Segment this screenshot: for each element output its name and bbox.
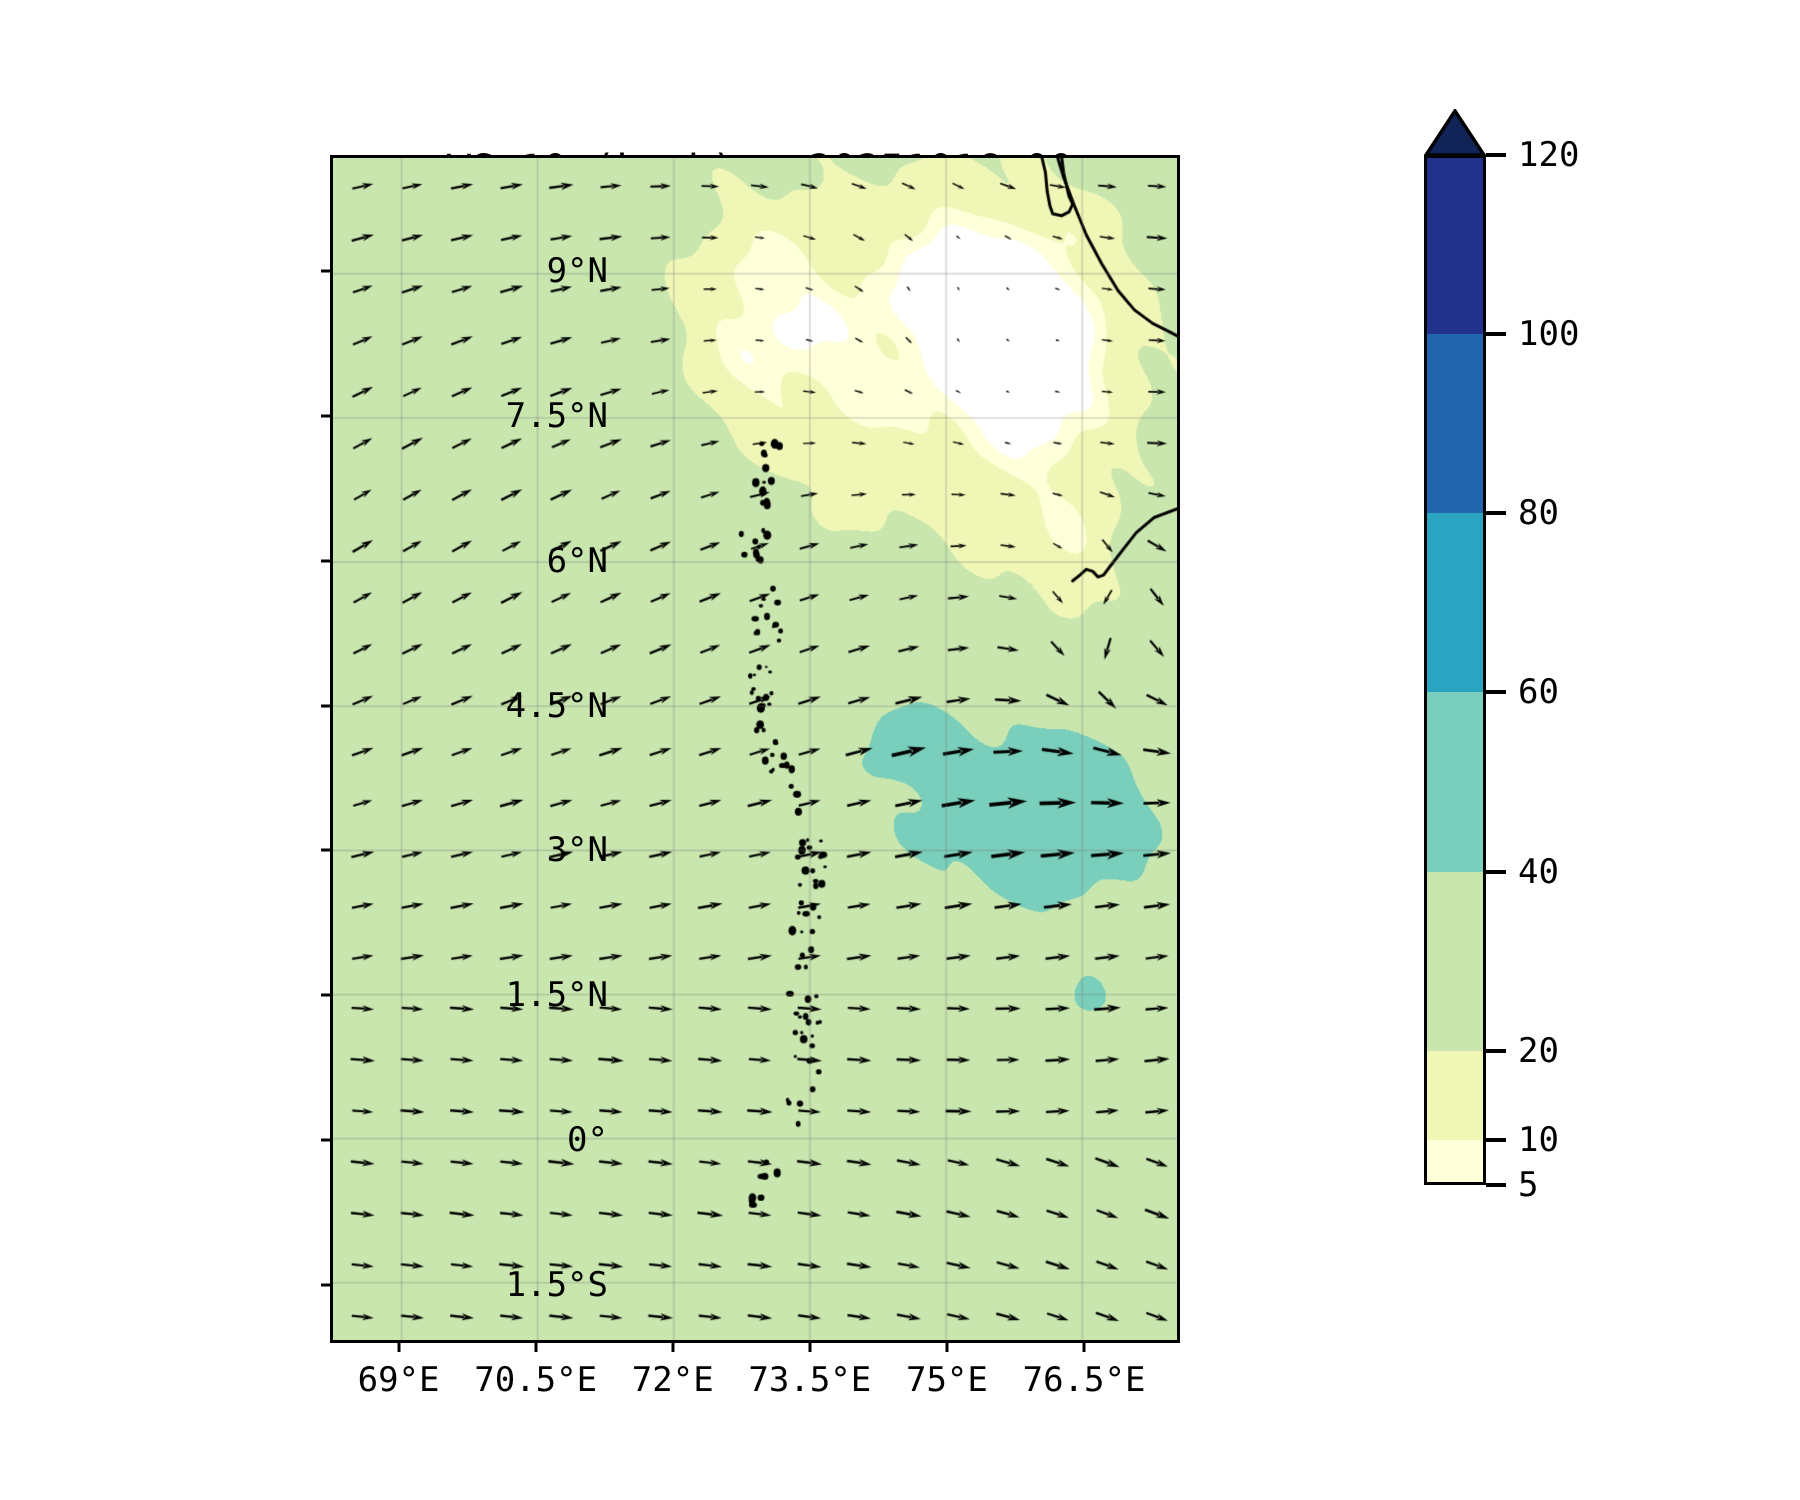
x-axis-tick-mark: [1082, 1343, 1086, 1352]
colorbar-band: [1424, 1050, 1486, 1141]
colorbar-tick-mark: [1486, 153, 1506, 157]
colorbar-tick-label: 10: [1518, 1120, 1559, 1161]
y-axis-tick-label: 4.5°N: [505, 685, 608, 726]
y-axis-tick-label: 7.5°N: [505, 395, 608, 436]
y-axis-tick-label: 6°N: [546, 540, 608, 581]
map-plot-area: [330, 155, 1180, 1343]
colorbar-band: [1424, 1140, 1486, 1185]
colorbar-tick-label: 20: [1518, 1030, 1559, 1071]
x-axis-tick-label: 76.5°E: [1022, 1360, 1146, 1400]
x-axis-tick-label: 73.5°E: [748, 1360, 872, 1400]
y-axis-tick-mark: [321, 1283, 330, 1287]
colorbar-band: [1424, 513, 1486, 693]
colorbar-tick-label: 5: [1518, 1165, 1539, 1205]
colorbar-tick-mark: [1486, 332, 1506, 337]
x-axis-tick-mark: [808, 1343, 812, 1352]
colorbar-band: [1424, 155, 1486, 335]
x-axis-tick-label: 70.5°E: [474, 1360, 598, 1400]
y-axis-tick-mark: [321, 414, 330, 418]
colorbar-tick-label: 80: [1518, 493, 1559, 534]
y-axis-tick-label: 1.5°S: [505, 1265, 608, 1306]
colorbar: 120 100 80 60 40 20 10 5: [1424, 109, 1579, 1205]
colorbar-tick-mark: [1486, 1183, 1506, 1187]
y-axis-tick-mark: [321, 1138, 330, 1142]
x-axis-tick-label: 75°E: [905, 1360, 988, 1400]
colorbar-band: [1424, 871, 1486, 1051]
colorbar-tick-mark: [1486, 1048, 1506, 1053]
colorbar-tick-label: 100: [1518, 314, 1580, 355]
x-axis-tick-mark: [671, 1343, 675, 1352]
colorbar-tick-label: 60: [1518, 672, 1559, 713]
colorbar-tick-label: 120: [1518, 135, 1580, 175]
colorbar-tick-mark: [1486, 690, 1506, 695]
y-axis-tick-label: 1.5°N: [505, 975, 608, 1016]
colorbar-extend-arrow-icon: [1424, 109, 1486, 157]
y-axis-tick-label: 0°: [567, 1120, 608, 1161]
colorbar-gradient: [1424, 155, 1486, 1185]
x-axis-tick-mark: [397, 1343, 401, 1352]
y-axis-tick-mark: [321, 269, 330, 273]
colorbar-band: [1424, 334, 1486, 514]
colorbar-tick-label: 40: [1518, 851, 1559, 892]
x-axis-tick-label: 72°E: [631, 1360, 714, 1400]
colorbar-band: [1424, 692, 1486, 872]
colorbar-tick-mark: [1486, 869, 1506, 874]
y-axis-tick-label: 9°N: [546, 250, 608, 291]
graticule-grid-layer: [333, 158, 1177, 1340]
colorbar-tick-mark: [1486, 1138, 1506, 1143]
x-axis-tick-label: 69°E: [357, 1360, 440, 1400]
x-axis-tick-mark: [534, 1343, 538, 1352]
y-axis-tick-mark: [321, 848, 330, 852]
y-axis-tick-mark: [321, 704, 330, 708]
y-axis-tick-mark: [321, 559, 330, 563]
colorbar-tick-mark: [1486, 511, 1506, 516]
y-axis-tick-label: 3°N: [546, 830, 608, 871]
x-axis-tick-mark: [945, 1343, 949, 1352]
y-axis-tick-mark: [321, 993, 330, 997]
